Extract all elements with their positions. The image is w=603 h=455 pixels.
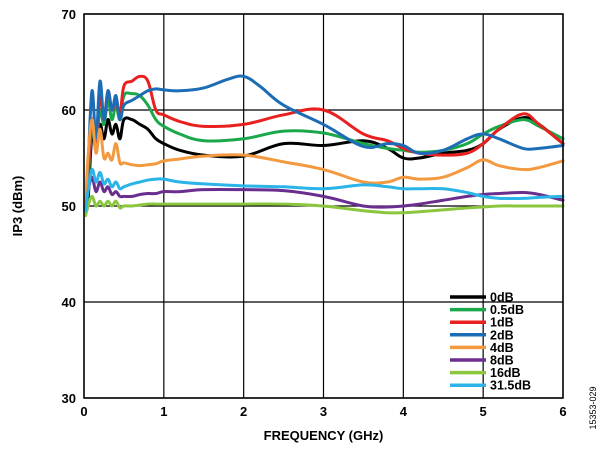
y-tick-label: 70 <box>62 7 76 22</box>
x-tick-label: 4 <box>400 404 408 419</box>
series-line-16dB <box>84 194 565 218</box>
legend-label: 4dB <box>490 341 514 355</box>
y-tick-label: 50 <box>62 199 76 214</box>
y-tick-label: 30 <box>62 391 76 406</box>
x-tick-label: 1 <box>160 404 167 419</box>
plot-frame <box>83 13 564 399</box>
y-axis-label: IP3 (dBm) <box>10 176 25 237</box>
legend-label: 0dB <box>490 291 514 305</box>
figure-id: 15353-029 <box>588 386 598 429</box>
y-tick-label: 40 <box>62 295 76 310</box>
x-tick-label: 0 <box>80 404 87 419</box>
legend-label: 1dB <box>490 316 514 330</box>
series-line-8dB <box>84 175 565 213</box>
series-line-0dB <box>84 116 565 213</box>
legend-label: 16dB <box>490 366 521 380</box>
legend-label: 0.5dB <box>490 303 524 317</box>
legend-label: 2dB <box>490 328 514 342</box>
x-tick-label: 5 <box>480 404 487 419</box>
series-line-0.5dB <box>84 91 565 208</box>
legend-label: 8dB <box>490 354 514 368</box>
x-tick-label: 6 <box>559 404 566 419</box>
series-line-4dB <box>84 118 565 208</box>
x-axis-label: FREQUENCY (GHz) <box>264 428 384 443</box>
x-tick-label: 2 <box>240 404 247 419</box>
series-line-31.5dB <box>84 168 565 213</box>
tick-labels: 0 1 2 3 4 5 6 30 40 50 60 70 <box>62 7 567 419</box>
legend-label: 31.5dB <box>490 379 531 393</box>
series-line-2dB <box>84 74 565 208</box>
y-tick-label: 60 <box>62 103 76 118</box>
x-tick-label: 3 <box>320 404 327 419</box>
series-lines <box>84 74 565 218</box>
